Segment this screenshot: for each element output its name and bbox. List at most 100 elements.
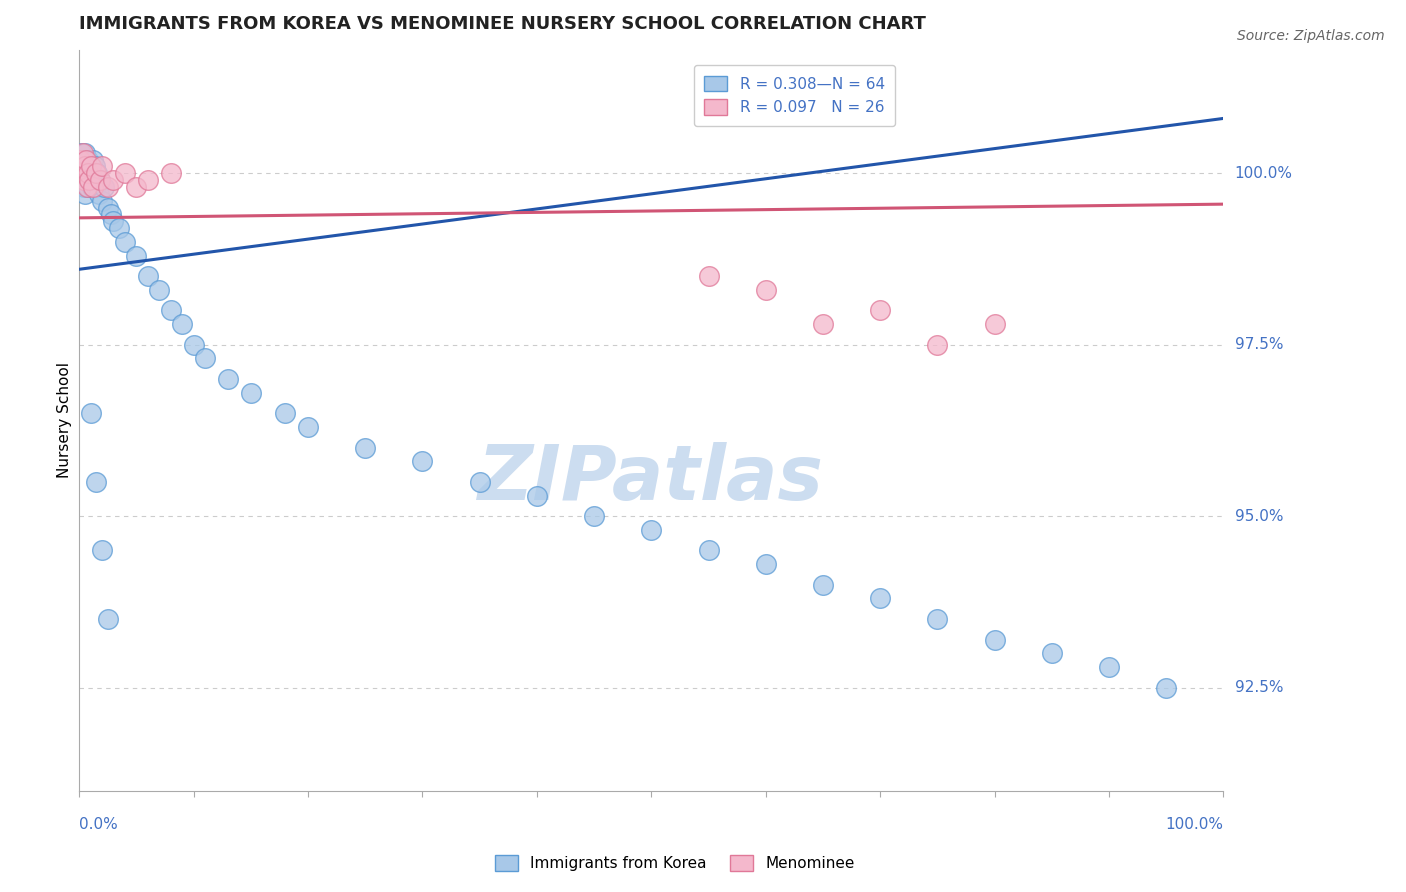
Point	[84, 180, 107, 194]
Point	[869, 591, 891, 606]
Point	[79, 160, 101, 174]
Point	[82, 153, 104, 167]
Point	[70, 166, 93, 180]
Point	[91, 543, 114, 558]
Point	[89, 173, 111, 187]
Point	[354, 441, 377, 455]
Point	[77, 180, 100, 194]
Point	[91, 194, 114, 208]
Point	[73, 173, 96, 187]
Point	[100, 207, 122, 221]
Point	[72, 145, 94, 160]
Point	[274, 406, 297, 420]
Legend: Immigrants from Korea, Menominee: Immigrants from Korea, Menominee	[489, 849, 860, 877]
Text: 100.0%: 100.0%	[1166, 817, 1223, 832]
Point	[927, 612, 949, 626]
Point	[172, 317, 194, 331]
Point	[93, 180, 115, 194]
Point	[89, 173, 111, 187]
Point	[76, 153, 98, 167]
Point	[73, 160, 96, 174]
Point	[983, 317, 1005, 331]
Point	[159, 303, 181, 318]
Point	[183, 337, 205, 351]
Point	[583, 509, 606, 524]
Point	[194, 351, 217, 366]
Point	[103, 214, 125, 228]
Point	[927, 337, 949, 351]
Point	[97, 201, 120, 215]
Point	[411, 454, 433, 468]
Text: 95.0%: 95.0%	[1234, 508, 1284, 524]
Point	[136, 269, 159, 284]
Point	[811, 578, 834, 592]
Point	[1098, 660, 1121, 674]
Point	[297, 420, 319, 434]
Point	[1154, 681, 1177, 695]
Point	[217, 372, 239, 386]
Point	[69, 153, 91, 167]
Text: Source: ZipAtlas.com: Source: ZipAtlas.com	[1237, 29, 1385, 43]
Point	[86, 166, 108, 180]
Point	[697, 543, 720, 558]
Point	[77, 166, 100, 180]
Point	[114, 166, 136, 180]
Text: 100.0%: 100.0%	[1234, 166, 1292, 181]
Text: 97.5%: 97.5%	[1234, 337, 1284, 352]
Point	[76, 160, 98, 174]
Point	[80, 180, 103, 194]
Point	[97, 180, 120, 194]
Point	[73, 145, 96, 160]
Point	[468, 475, 491, 489]
Text: 92.5%: 92.5%	[1234, 680, 1284, 695]
Point	[79, 406, 101, 420]
Legend: R = 0.308—N = 64, R = 0.097   N = 26: R = 0.308—N = 64, R = 0.097 N = 26	[693, 65, 896, 126]
Point	[75, 153, 97, 167]
Point	[983, 632, 1005, 647]
Point	[125, 180, 148, 194]
Text: IMMIGRANTS FROM KOREA VS MENOMINEE NURSERY SCHOOL CORRELATION CHART: IMMIGRANTS FROM KOREA VS MENOMINEE NURSE…	[79, 15, 927, 33]
Point	[811, 317, 834, 331]
Point	[1040, 646, 1063, 660]
Point	[108, 221, 131, 235]
Point	[76, 173, 98, 187]
Point	[70, 173, 93, 187]
Point	[79, 173, 101, 187]
Point	[73, 160, 96, 174]
Point	[697, 269, 720, 284]
Point	[97, 612, 120, 626]
Point	[79, 173, 101, 187]
Point	[75, 166, 97, 180]
Point	[69, 153, 91, 167]
Point	[77, 166, 100, 180]
Point	[82, 180, 104, 194]
Point	[76, 180, 98, 194]
Point	[91, 160, 114, 174]
Y-axis label: Nursery School: Nursery School	[58, 362, 72, 478]
Point	[69, 145, 91, 160]
Text: 0.0%: 0.0%	[79, 817, 118, 832]
Point	[70, 160, 93, 174]
Point	[73, 180, 96, 194]
Point	[125, 249, 148, 263]
Point	[72, 166, 94, 180]
Point	[84, 475, 107, 489]
Point	[75, 186, 97, 201]
Point	[84, 166, 107, 180]
Point	[755, 283, 778, 297]
Point	[79, 166, 101, 180]
Point	[114, 235, 136, 249]
Text: ZIPatlas: ZIPatlas	[478, 442, 824, 516]
Point	[72, 153, 94, 167]
Point	[83, 173, 105, 187]
Point	[103, 173, 125, 187]
Point	[79, 160, 101, 174]
Point	[136, 173, 159, 187]
Point	[640, 523, 662, 537]
Point	[755, 558, 778, 572]
Point	[526, 489, 548, 503]
Point	[84, 160, 107, 174]
Point	[869, 303, 891, 318]
Point	[148, 283, 170, 297]
Point	[239, 385, 262, 400]
